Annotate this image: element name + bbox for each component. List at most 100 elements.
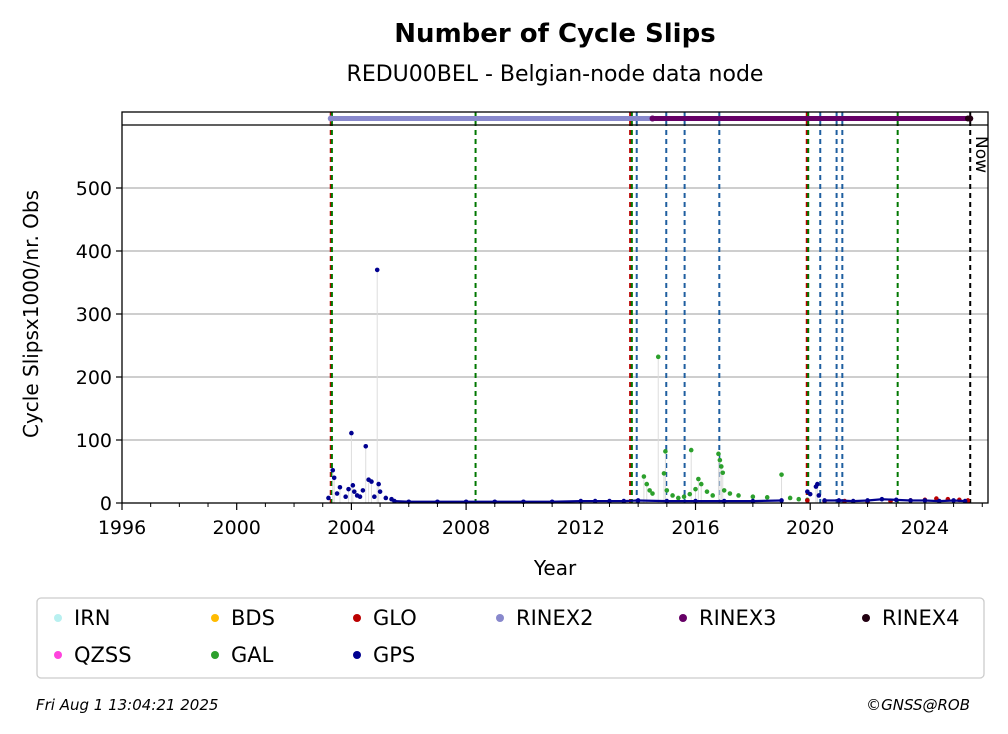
gal-point-29: [796, 496, 802, 502]
gps-point-8: [350, 483, 356, 488]
gps-baseline-seg-48: [881, 498, 897, 501]
y-axis-ticks: 0 100 200 300 400 500: [76, 178, 122, 515]
y-tick-label-100: 100: [76, 430, 112, 452]
gps-baseline-seg-51: [924, 499, 940, 503]
gps-point-5: [343, 494, 348, 500]
x-axis-label: Year: [533, 556, 577, 580]
legend: IRN BDS GLO RINEX2 RINEX3 RINEX4 QZSS GAL GPS: [54, 606, 960, 667]
y-tick-label-300: 300: [76, 304, 112, 326]
chart-subtitle: REDU00BEL - Belgian-node data node: [347, 62, 764, 87]
y-tick-label-500: 500: [76, 178, 112, 200]
gal-point-27: [779, 472, 784, 477]
grid-lines: [122, 187, 988, 441]
gal-point-2: [647, 488, 652, 493]
gps-baseline-seg-22: [394, 500, 409, 503]
gps-point-0: [326, 495, 331, 501]
gal-point-17: [710, 493, 716, 498]
gal-point-18: [716, 451, 721, 457]
gps-baseline-seg-32: [623, 499, 639, 503]
gps-point-1: [330, 467, 336, 473]
gal-point-15: [698, 481, 704, 487]
gal-point-24: [736, 493, 741, 498]
legend-label-qzss: QZSS: [74, 643, 132, 667]
gps-baseline-seg-46: [853, 499, 868, 503]
gps-point-3: [334, 491, 340, 496]
gps-point-9: [351, 489, 357, 494]
gal-point-6: [663, 449, 668, 454]
gps-point-2: [331, 475, 337, 481]
gps-point-4: [337, 484, 343, 490]
gps-baseline-seg-47: [867, 498, 882, 502]
gal-point-26: [764, 495, 770, 500]
stems: [332, 269, 818, 503]
gal-point-10: [681, 494, 687, 500]
gal-point-20: [719, 464, 724, 469]
gal-point-4: [655, 354, 661, 360]
gal-point-8: [670, 493, 675, 498]
legend-box: [36, 597, 985, 679]
plot-frame: [121, 111, 989, 504]
gal-point-22: [721, 488, 727, 493]
legend-marker-qzss: [54, 651, 62, 659]
gal-point-7: [664, 488, 670, 493]
y-axis-label: Cycle Slipsx1000/nr. Obs: [19, 190, 43, 438]
footer-credit: ©GNSS@ROB: [866, 696, 970, 714]
x-tick-label-2024: 2024: [901, 517, 949, 539]
gps-point-16: [372, 494, 377, 500]
legend-marker-rinex4: [862, 614, 870, 622]
y-tick-label-200: 200: [76, 367, 112, 389]
gal-point-5: [661, 471, 667, 476]
chart-title: Number of Cycle Slips: [394, 19, 715, 49]
gal-point-13: [693, 486, 698, 492]
gal-point-25: [750, 494, 756, 500]
gps-baseline-seg-37: [752, 499, 782, 503]
gps-baseline-seg-45: [838, 499, 854, 503]
gal-point-3: [650, 491, 655, 496]
gal-point-14: [696, 476, 701, 482]
y-tick-label-0: 0: [100, 493, 112, 515]
gps-point-19: [377, 489, 383, 494]
gal-point-23: [727, 491, 733, 496]
legend-label-rinex4: RINEX4: [882, 606, 960, 630]
legend-marker-irn: [54, 614, 62, 622]
gal-point-21: [720, 470, 726, 476]
gal-point-1: [644, 481, 650, 487]
gal-point-19: [717, 457, 723, 463]
legend-marker-gal: [211, 651, 219, 659]
glo-point-0: [805, 498, 810, 503]
legend-label-glo: GLO: [373, 606, 417, 630]
legend-marker-bds: [211, 614, 219, 622]
legend-marker-rinex2: [496, 614, 504, 622]
legend-label-gal: GAL: [231, 643, 274, 667]
gps-point-20: [383, 495, 389, 501]
gps-point-13: [363, 444, 369, 449]
gps-point-11: [357, 494, 363, 500]
x-tick-label-1996: 1996: [98, 517, 146, 539]
legend-marker-gps: [353, 651, 361, 659]
rinex3-bar-start: [649, 115, 656, 122]
legend-label-rinex3: RINEX3: [699, 606, 777, 630]
rinex4-bar-end: [967, 115, 974, 122]
gps-point-43: [816, 493, 822, 498]
gps-baseline-seg-49: [896, 498, 911, 502]
x-tick-label-2020: 2020: [786, 517, 834, 539]
x-tick-label-2000: 2000: [213, 517, 261, 539]
gps-point-6: [346, 486, 351, 492]
gps-baseline-seg-21: [390, 498, 396, 503]
x-tick-label-2008: 2008: [442, 517, 490, 539]
gal-point-12: [688, 447, 694, 453]
x-tick-label-2016: 2016: [671, 517, 719, 539]
legend-label-bds: BDS: [231, 606, 275, 630]
gal-point-9: [676, 495, 681, 501]
gal-point-16: [704, 489, 710, 494]
legend-label-rinex2: RINEX2: [516, 606, 594, 630]
x-axis-ticks: 1996 2000 2004 2008 2012 2016 2020 2024: [98, 503, 983, 539]
rinex2-bar-start: [327, 115, 334, 122]
gps-point-17: [374, 267, 380, 273]
gal-point-28: [787, 495, 793, 501]
gps-point-18: [376, 481, 381, 487]
gps-baseline-seg-52: [939, 499, 954, 503]
gal-point-0: [641, 474, 647, 479]
y-tick-label-400: 400: [76, 241, 112, 263]
